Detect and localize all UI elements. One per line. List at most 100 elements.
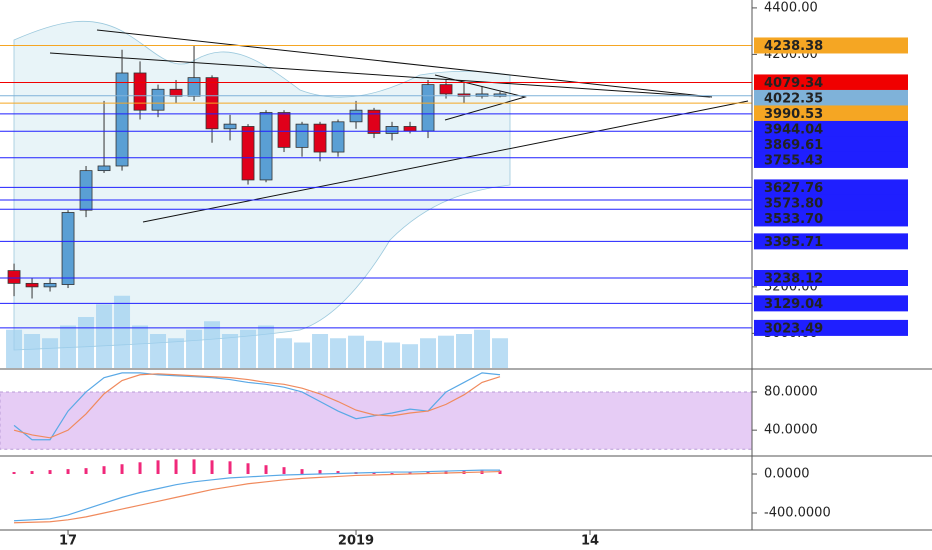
price-label-box bbox=[754, 194, 908, 211]
volume-bar bbox=[78, 317, 95, 368]
candle-body bbox=[25, 282, 39, 288]
trendline bbox=[142, 100, 749, 223]
volume-bar bbox=[186, 329, 203, 368]
price-label: 4238.38 bbox=[764, 39, 823, 54]
volume-bar bbox=[456, 334, 473, 368]
volume-bar bbox=[6, 329, 23, 368]
volume-bar bbox=[24, 334, 41, 368]
candle-body bbox=[349, 109, 363, 123]
candle-body bbox=[439, 84, 453, 95]
candle-body bbox=[169, 88, 183, 97]
price-label: 3990.53 bbox=[764, 107, 823, 122]
macd-histogram-bar bbox=[48, 470, 52, 474]
price-label: 3533.70 bbox=[764, 212, 823, 227]
price-label-box bbox=[754, 295, 908, 312]
price-label: 3869.61 bbox=[764, 138, 823, 153]
price-label: 3129.04 bbox=[764, 297, 823, 312]
macd-line bbox=[14, 469, 501, 522]
macd-histogram-bar bbox=[372, 472, 376, 474]
macd-histogram-bar bbox=[408, 472, 412, 474]
candle-body bbox=[277, 112, 291, 148]
volume-bar bbox=[492, 338, 509, 368]
price-label: 3627.76 bbox=[764, 181, 823, 196]
candle-body bbox=[475, 93, 489, 97]
macd-histogram-bar bbox=[66, 469, 70, 474]
candle-body bbox=[259, 112, 273, 181]
price-label: 3755.43 bbox=[764, 153, 823, 168]
volume-bar bbox=[168, 338, 185, 368]
candle-body bbox=[331, 121, 345, 153]
price-label-box bbox=[754, 74, 908, 91]
volume-bar bbox=[384, 342, 401, 368]
candle-body bbox=[385, 126, 399, 134]
volume-bar bbox=[348, 335, 365, 368]
candle-body bbox=[223, 123, 237, 130]
x-tick-label: 2019 bbox=[338, 534, 374, 549]
volume-bar bbox=[402, 344, 419, 368]
price-label-box bbox=[754, 37, 908, 54]
volume-bar bbox=[222, 334, 239, 368]
macd-histogram-bar bbox=[228, 461, 232, 474]
trendline bbox=[49, 52, 711, 98]
stoch-line bbox=[13, 373, 501, 439]
price-label-box bbox=[754, 136, 908, 153]
macd-histogram-bar bbox=[138, 462, 142, 474]
price-label-box bbox=[754, 105, 908, 122]
y-tick-label: 0.0000 bbox=[764, 466, 810, 481]
volume-bar bbox=[438, 335, 455, 368]
volume-bar bbox=[366, 340, 383, 368]
volume-bar bbox=[312, 334, 329, 368]
macd-histogram-bar bbox=[102, 466, 106, 474]
macd-histogram-bar bbox=[246, 463, 250, 474]
volume-bar bbox=[420, 338, 437, 368]
volume-bar bbox=[258, 325, 275, 368]
macd-histogram-bar bbox=[210, 460, 214, 474]
macd-histogram-bar bbox=[192, 459, 196, 474]
price-label-box bbox=[754, 179, 908, 196]
plot: 172019144400.004200.003200.003000.004238… bbox=[0, 0, 908, 549]
price-label-box bbox=[754, 270, 908, 287]
price-label-box bbox=[754, 120, 908, 137]
candle-body bbox=[151, 88, 165, 111]
candle-body bbox=[241, 126, 255, 181]
candle-body bbox=[403, 126, 417, 132]
candle-body bbox=[97, 165, 111, 172]
y-tick-label: 4400.00 bbox=[764, 0, 818, 15]
y-tick-label: -400.0000 bbox=[764, 505, 831, 520]
candle-body bbox=[313, 123, 327, 153]
stoch-line bbox=[13, 372, 501, 441]
volume-bar bbox=[114, 295, 131, 368]
price-label: 3395.71 bbox=[764, 235, 823, 250]
macd-histogram-bar bbox=[120, 464, 124, 474]
candle-body bbox=[295, 123, 309, 148]
volume-bar bbox=[294, 342, 311, 368]
macd-histogram-bar bbox=[498, 470, 502, 474]
x-tick-label: 14 bbox=[581, 534, 599, 549]
macd-histogram-bar bbox=[336, 471, 340, 474]
volume-bar bbox=[132, 325, 149, 368]
candle-body bbox=[367, 109, 381, 134]
candle-body bbox=[457, 93, 471, 97]
volume-bar bbox=[276, 338, 293, 368]
macd-histogram-bar bbox=[156, 460, 160, 474]
y-tick-label: 40.0000 bbox=[764, 423, 818, 438]
candle-body bbox=[43, 282, 57, 288]
macd-histogram-bar bbox=[30, 471, 34, 474]
price-label-box bbox=[754, 210, 908, 227]
candle-body bbox=[79, 170, 93, 211]
price-label: 3944.04 bbox=[764, 122, 823, 137]
candle-body bbox=[421, 84, 435, 132]
macd-histogram-bar bbox=[12, 472, 16, 474]
trendline bbox=[96, 29, 713, 98]
candle-body bbox=[187, 77, 201, 97]
macd-histogram-bar bbox=[84, 468, 88, 474]
volume-bar bbox=[474, 329, 491, 368]
candle-body bbox=[115, 72, 129, 167]
y-tick-label: 80.0000 bbox=[764, 384, 818, 399]
price-label: 4079.34 bbox=[764, 76, 823, 91]
candle-body bbox=[493, 93, 507, 97]
volume-bar bbox=[330, 338, 347, 368]
price-label: 3238.12 bbox=[764, 272, 823, 287]
volume-bar bbox=[240, 329, 257, 368]
